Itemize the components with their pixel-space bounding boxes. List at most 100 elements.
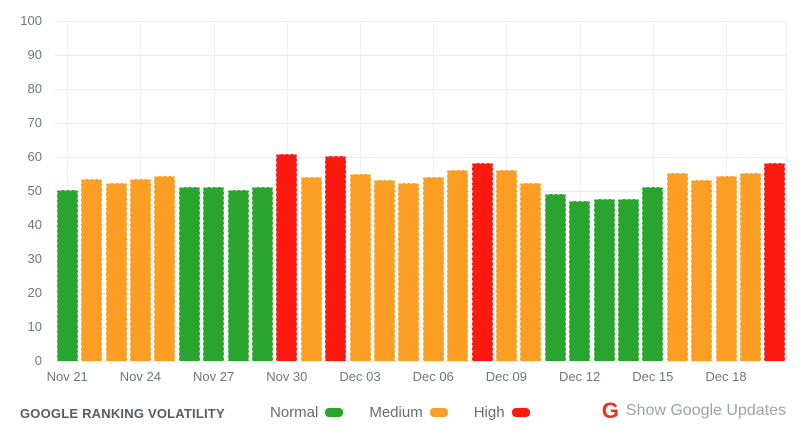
bar-slot xyxy=(153,21,177,361)
volatility-bar[interactable] xyxy=(178,186,200,361)
bar-slot xyxy=(275,21,299,361)
bar-series xyxy=(55,21,787,361)
legend-item-medium: Medium xyxy=(369,404,448,421)
volatility-bar[interactable] xyxy=(593,198,615,361)
volatility-bar[interactable] xyxy=(373,179,395,361)
bar-slot xyxy=(250,21,274,361)
horizontal-gridline xyxy=(55,361,787,362)
bar-slot xyxy=(641,21,665,361)
bar-slot xyxy=(665,21,689,361)
volatility-bar[interactable] xyxy=(666,173,688,361)
x-axis-tick-label: Dec 12 xyxy=(558,369,601,384)
bar-slot xyxy=(177,21,201,361)
bar-slot xyxy=(55,21,79,361)
bar-slot xyxy=(323,21,347,361)
horizontal-gridline xyxy=(55,157,787,158)
volatility-bar[interactable] xyxy=(642,186,664,361)
x-axis-tick-label: Dec 15 xyxy=(632,369,674,384)
bar-slot xyxy=(592,21,616,361)
volatility-bar[interactable] xyxy=(691,180,713,361)
volatility-bar[interactable] xyxy=(496,169,518,361)
bar-slot xyxy=(397,21,421,361)
bar-slot xyxy=(494,21,518,361)
legend-item-high: High xyxy=(474,404,530,421)
x-axis-tick-label: Nov 24 xyxy=(119,369,161,384)
y-axis-tick-label: 80 xyxy=(27,81,42,96)
bar-slot xyxy=(568,21,592,361)
bar-slot xyxy=(201,21,225,361)
volatility-bar[interactable] xyxy=(471,163,493,361)
horizontal-gridline xyxy=(55,55,787,56)
y-axis-tick-label: 90 xyxy=(27,47,42,62)
chart-title: GOOGLE RANKING VOLATILITY xyxy=(20,406,225,421)
bar-slot xyxy=(519,21,543,361)
volatility-bar[interactable] xyxy=(544,194,566,361)
bar-slot xyxy=(738,21,762,361)
legend-label: Normal xyxy=(270,404,319,421)
bar-slot xyxy=(104,21,128,361)
volatility-bar[interactable] xyxy=(618,198,640,361)
volatility-bar[interactable] xyxy=(105,182,127,361)
x-axis-tick-label: Dec 09 xyxy=(485,369,527,384)
show-google-updates-label: Show Google Updates xyxy=(625,402,786,419)
volatility-bar[interactable] xyxy=(447,169,469,361)
volatility-bar[interactable] xyxy=(715,176,737,361)
horizontal-gridline xyxy=(55,259,787,260)
y-axis-tick-label: 100 xyxy=(20,13,42,28)
bar-slot xyxy=(470,21,494,361)
bar-slot xyxy=(690,21,714,361)
legend-item-normal: Normal xyxy=(270,404,344,421)
volatility-bar[interactable] xyxy=(154,175,176,361)
volatility-bar[interactable] xyxy=(569,201,591,361)
bar-slot xyxy=(348,21,372,361)
volatility-bar[interactable] xyxy=(203,186,225,361)
volatility-bar[interactable] xyxy=(81,179,103,361)
google-g-icon: G xyxy=(601,398,619,423)
x-axis-tick-label: Nov 27 xyxy=(192,369,235,384)
volatility-bar[interactable] xyxy=(398,183,420,361)
bar-slot xyxy=(128,21,152,361)
horizontal-gridline xyxy=(55,191,787,192)
volatility-bar[interactable] xyxy=(325,156,347,361)
y-axis-tick-label: 70 xyxy=(27,115,42,130)
bar-slot xyxy=(446,21,470,361)
y-axis-tick-label: 60 xyxy=(27,149,42,164)
horizontal-gridline xyxy=(55,89,787,90)
bar-slot xyxy=(714,21,738,361)
chart-plot-area xyxy=(55,21,787,362)
volatility-bar[interactable] xyxy=(56,189,78,361)
horizontal-gridline xyxy=(55,293,787,294)
x-axis-tick-label: Dec 18 xyxy=(705,369,747,384)
y-axis-tick-label: 40 xyxy=(27,217,42,232)
legend-swatch-high xyxy=(511,408,530,417)
volatility-bar[interactable] xyxy=(520,182,542,361)
volatility-bar[interactable] xyxy=(276,153,298,361)
bar-slot xyxy=(421,21,445,361)
volatility-bar[interactable] xyxy=(349,174,371,361)
volatility-bar[interactable] xyxy=(422,176,444,361)
legend-label: Medium xyxy=(369,404,423,421)
show-google-updates-toggle[interactable]: G Show Google Updates xyxy=(602,400,786,422)
horizontal-gridline xyxy=(55,327,787,328)
chart-legend: Normal Medium High xyxy=(270,404,530,421)
legend-swatch-normal xyxy=(325,408,344,417)
horizontal-gridline xyxy=(55,225,787,226)
bar-slot xyxy=(616,21,640,361)
volatility-bar[interactable] xyxy=(740,173,762,361)
volatility-bar[interactable] xyxy=(300,176,322,361)
y-axis-tick-label: 10 xyxy=(27,319,42,334)
bar-slot xyxy=(763,21,787,361)
volatility-bar[interactable] xyxy=(251,186,273,361)
y-axis-tick-label: 50 xyxy=(27,183,42,198)
volatility-bar[interactable] xyxy=(227,190,249,361)
volatility-bar[interactable] xyxy=(129,179,151,361)
x-axis-tick-label: Dec 03 xyxy=(339,369,381,384)
legend-label: High xyxy=(473,404,505,421)
horizontal-gridline xyxy=(55,123,787,124)
bar-slot xyxy=(79,21,103,361)
y-axis-tick-label: 20 xyxy=(27,285,42,300)
bar-slot xyxy=(372,21,396,361)
volatility-bar[interactable] xyxy=(764,163,786,361)
legend-swatch-medium xyxy=(429,408,448,417)
